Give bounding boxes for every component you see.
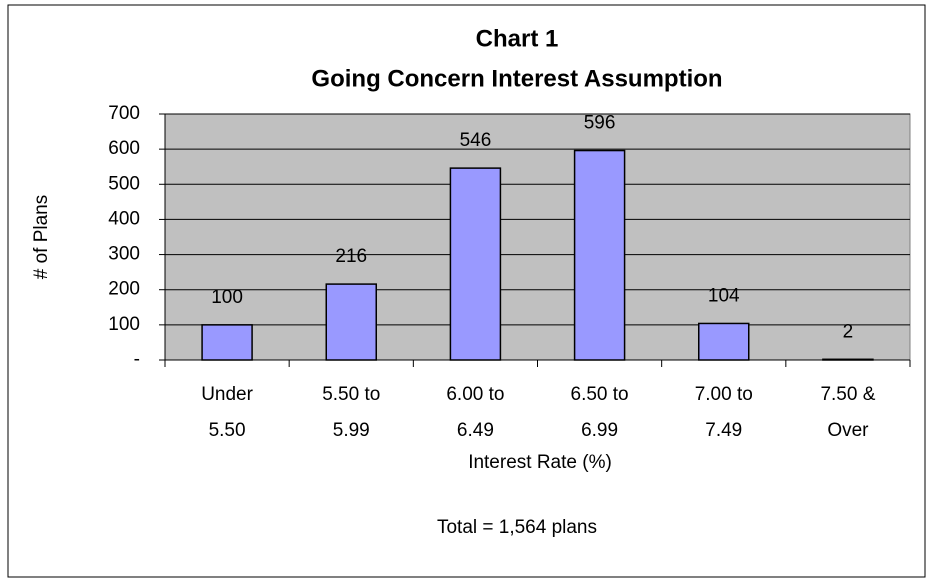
bar bbox=[449, 167, 502, 361]
x-tick-label: Over bbox=[827, 420, 869, 441]
y-tick-label: 700 bbox=[108, 103, 140, 124]
y-tick-label: 400 bbox=[108, 208, 140, 229]
y-axis-label: # of Plans bbox=[31, 195, 52, 280]
x-axis-label: Interest Rate (%) bbox=[468, 452, 612, 473]
x-tick-label: Under bbox=[201, 384, 253, 405]
x-tick-label: 6.50 to bbox=[571, 384, 629, 405]
x-tick-label: 7.00 to bbox=[695, 384, 753, 405]
value-label: 100 bbox=[211, 287, 243, 308]
plot-area bbox=[164, 113, 911, 361]
x-tick-label: 6.49 bbox=[457, 420, 494, 441]
x-tick-label: 5.50 bbox=[209, 420, 246, 441]
bar bbox=[201, 324, 253, 361]
value-label: 104 bbox=[708, 285, 740, 306]
y-tick-label: 500 bbox=[108, 173, 140, 194]
bar bbox=[698, 322, 750, 361]
bar bbox=[822, 358, 874, 361]
x-tick-label: 6.99 bbox=[581, 420, 618, 441]
y-tick-label: 100 bbox=[108, 314, 140, 335]
y-tick-label: 300 bbox=[108, 244, 140, 265]
y-tick-label: 200 bbox=[108, 279, 140, 300]
value-label: 216 bbox=[335, 246, 367, 267]
value-label: 2 bbox=[843, 321, 854, 342]
x-tick-label: 7.49 bbox=[705, 420, 742, 441]
bar bbox=[325, 283, 377, 361]
x-tick-label: 6.00 to bbox=[446, 384, 504, 405]
x-tick-label: 5.50 to bbox=[322, 384, 380, 405]
chart-subtitle: Going Concern Interest Assumption bbox=[311, 65, 722, 92]
annotation: Total = 1,564 plans bbox=[437, 517, 597, 538]
x-tick-label: 5.99 bbox=[333, 420, 370, 441]
y-tick-label: - bbox=[134, 349, 140, 370]
value-label: 546 bbox=[460, 130, 492, 151]
chart-title: Chart 1 bbox=[476, 25, 559, 52]
bar bbox=[573, 149, 626, 361]
x-tick-label: 7.50 & bbox=[820, 384, 875, 405]
y-tick-label: 600 bbox=[108, 138, 140, 159]
value-label: 596 bbox=[584, 113, 616, 134]
